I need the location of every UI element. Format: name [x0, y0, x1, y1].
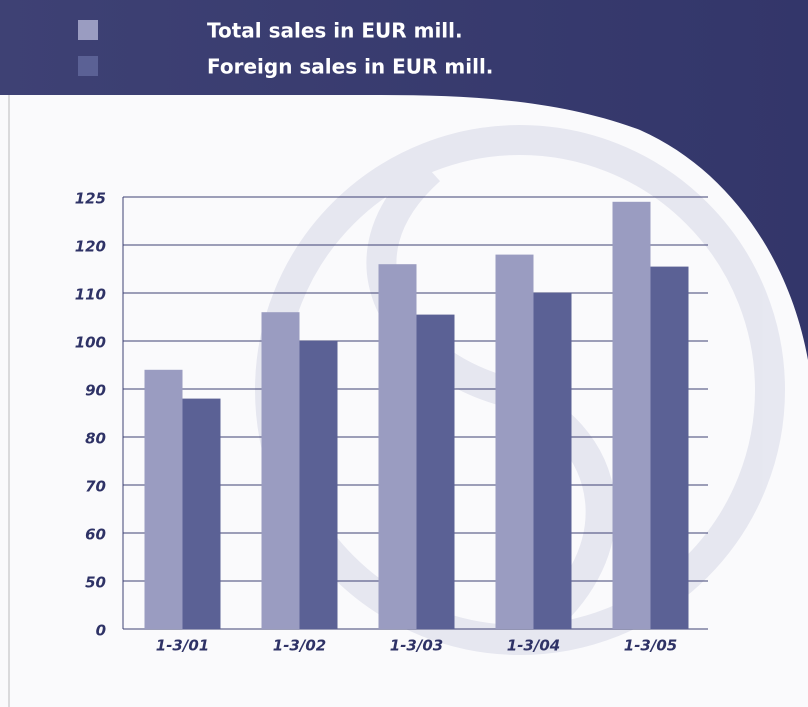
y-tick-label: 70: [85, 478, 106, 496]
bar: [300, 341, 338, 629]
y-tick-label: 120: [75, 238, 106, 256]
legend-swatch: [78, 20, 98, 40]
chart: 0 50 60 70 80 90 100 110 120 125 1-3/01 1-3/02 1-3/0…: [0, 0, 808, 707]
bar: [379, 264, 417, 629]
legend-label: Foreign sales in EUR mill.: [207, 55, 493, 79]
x-tick-label: 1-3/04: [507, 637, 560, 655]
y-tick-label: 100: [75, 334, 106, 352]
y-tick-label: 0: [96, 622, 106, 640]
y-tick-label: 50: [85, 574, 106, 592]
bar: [183, 399, 221, 629]
y-tick-label: 90: [85, 382, 106, 400]
legend-label: Total sales in EUR mill.: [207, 19, 463, 43]
bar: [651, 267, 689, 629]
x-tick-label: 1-3/02: [273, 637, 326, 655]
page: {"chart_data": {"type": "bar", "categori…: [0, 0, 808, 707]
x-tick-label: 1-3/03: [390, 637, 443, 655]
bar: [262, 312, 300, 629]
bar: [496, 255, 534, 629]
x-tick-label: 1-3/01: [156, 637, 209, 655]
y-tick-label: 110: [75, 286, 106, 304]
bar: [534, 293, 572, 629]
x-tick-label: 1-3/05: [624, 637, 677, 655]
y-tick-label: 60: [85, 526, 106, 544]
bar: [145, 370, 183, 629]
legend-swatch: [78, 56, 98, 76]
bar: [417, 315, 455, 629]
y-tick-label: 80: [85, 430, 106, 448]
y-tick-label: 125: [75, 190, 106, 208]
bar: [613, 202, 651, 629]
